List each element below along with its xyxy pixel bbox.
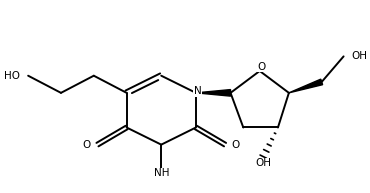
Text: O: O (258, 62, 266, 72)
Text: NH: NH (154, 168, 169, 178)
Text: OH: OH (351, 51, 367, 61)
Text: OH: OH (255, 158, 271, 168)
Text: O: O (83, 140, 91, 150)
Text: HO: HO (4, 71, 20, 81)
Text: O: O (232, 140, 240, 150)
Text: N: N (194, 86, 202, 96)
Polygon shape (196, 90, 231, 96)
Polygon shape (289, 79, 323, 93)
